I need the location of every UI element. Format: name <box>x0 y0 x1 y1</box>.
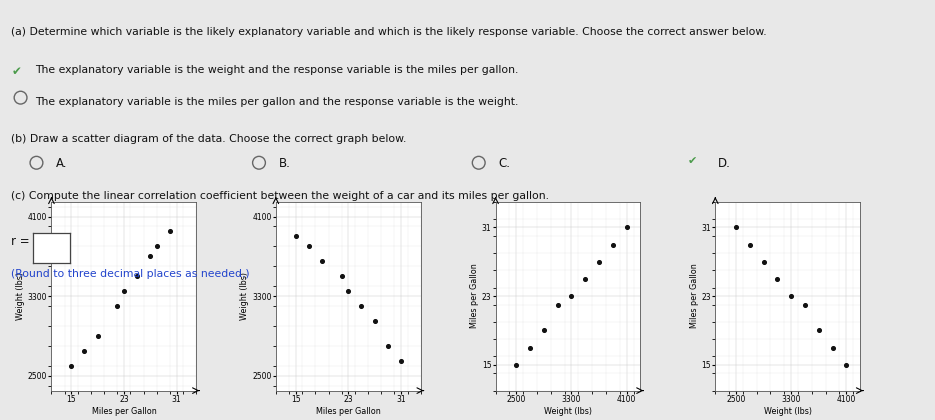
Point <box>756 258 771 265</box>
X-axis label: Weight (lbs): Weight (lbs) <box>764 407 812 415</box>
Point <box>64 362 79 369</box>
Point <box>334 273 349 280</box>
Point <box>839 362 854 368</box>
Point <box>825 344 840 351</box>
Point <box>605 241 620 248</box>
Point <box>354 303 369 310</box>
Text: (Round to three decimal places as needed.): (Round to three decimal places as needed… <box>11 269 250 279</box>
Point <box>109 303 124 310</box>
Point <box>381 342 396 349</box>
Point <box>150 243 165 250</box>
Point <box>537 327 552 334</box>
Point <box>592 258 607 265</box>
Y-axis label: Miles per Gallon: Miles per Gallon <box>690 264 698 328</box>
Point <box>77 347 92 354</box>
Point <box>509 362 524 368</box>
Point <box>163 228 178 235</box>
Text: (c) Compute the linear correlation coefficient between the weight of a car and i: (c) Compute the linear correlation coeff… <box>11 191 549 201</box>
Y-axis label: Miles per Gallon: Miles per Gallon <box>470 264 479 328</box>
Text: The explanatory variable is the weight and the response variable is the miles pe: The explanatory variable is the weight a… <box>36 65 519 75</box>
Point <box>812 327 827 334</box>
Point <box>301 243 316 250</box>
Point <box>288 233 303 240</box>
Point <box>742 241 757 248</box>
Text: A.: A. <box>56 157 67 170</box>
Text: (b) Draw a scatter diagram of the data. Choose the correct graph below.: (b) Draw a scatter diagram of the data. … <box>11 134 407 144</box>
Point <box>578 276 593 282</box>
Point <box>130 273 145 280</box>
Y-axis label: Weight (lbs): Weight (lbs) <box>16 272 25 320</box>
Text: r =: r = <box>11 235 30 248</box>
Point <box>523 344 538 351</box>
Point <box>784 293 798 299</box>
Point <box>619 224 634 231</box>
Text: ✔: ✔ <box>11 65 22 78</box>
Point <box>550 301 565 308</box>
Text: ✔: ✔ <box>687 156 697 166</box>
Point <box>117 288 132 294</box>
Text: D.: D. <box>718 157 731 170</box>
Point <box>367 318 382 324</box>
X-axis label: Miles per Gallon: Miles per Gallon <box>92 407 156 415</box>
Y-axis label: Weight (lbs): Weight (lbs) <box>240 272 250 320</box>
Point <box>90 333 105 339</box>
X-axis label: Miles per Gallon: Miles per Gallon <box>316 407 381 415</box>
Text: B.: B. <box>279 157 291 170</box>
Point <box>770 276 784 282</box>
X-axis label: Weight (lbs): Weight (lbs) <box>544 407 592 415</box>
Point <box>143 253 158 260</box>
Point <box>394 357 409 364</box>
Point <box>798 301 813 308</box>
Point <box>314 258 329 265</box>
Text: (a) Determine which variable is the likely explanatory variable and which is the: (a) Determine which variable is the like… <box>11 27 767 37</box>
Point <box>341 288 356 294</box>
Text: C.: C. <box>498 157 511 170</box>
Point <box>728 224 743 231</box>
Point <box>564 293 579 299</box>
Text: The explanatory variable is the miles per gallon and the response variable is th: The explanatory variable is the miles pe… <box>36 97 519 107</box>
